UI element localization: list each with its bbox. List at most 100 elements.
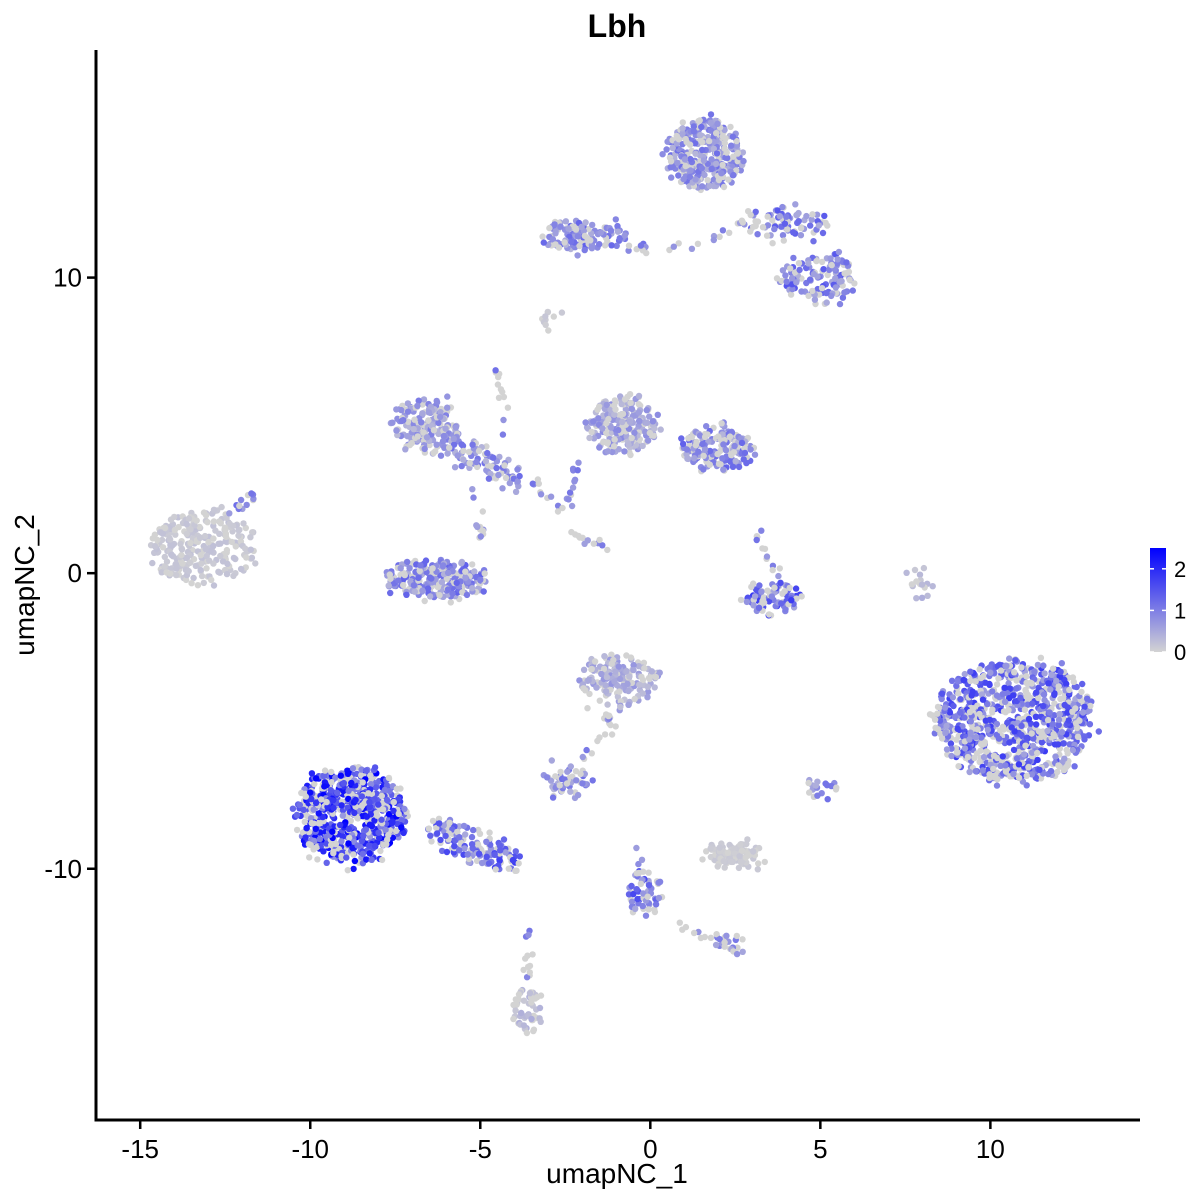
cell-point-cluster-3 (387, 589, 394, 597)
cell-point-cluster-7 (683, 446, 691, 453)
cell-point-cluster-9 (561, 239, 568, 246)
cell-point-cluster-7 (747, 446, 754, 453)
cell-point-cluster-15 (735, 864, 743, 872)
cell-point-cluster-20 (911, 566, 919, 574)
cell-point-cluster-11 (815, 222, 823, 229)
cell-point-cluster-trail-11 (529, 951, 536, 958)
cell-point-cluster-10 (826, 266, 833, 273)
cell-point-cluster-8 (687, 155, 694, 163)
cell-point-cluster-trail-10 (666, 246, 673, 254)
cell-point-cluster-trail-0 (504, 404, 512, 411)
cell-point-cluster-16 (979, 696, 987, 703)
cell-point-cluster-16 (1038, 733, 1045, 741)
cell-point-cluster-0 (169, 542, 176, 549)
cell-point-cluster-4 (419, 410, 426, 417)
cell-point-cluster-20 (920, 564, 928, 572)
cell-point-cluster-16 (1055, 683, 1062, 690)
cell-point-cluster-1 (385, 811, 393, 818)
cell-point-cluster-0 (240, 520, 247, 527)
cell-point-cluster-10 (836, 300, 844, 308)
cell-point-cluster-0 (230, 554, 238, 562)
cell-point-cluster-6 (604, 440, 611, 447)
cell-point-cluster-0 (230, 572, 237, 580)
cell-point-cluster-6 (621, 448, 628, 455)
cell-point-cluster-1 (372, 784, 380, 791)
cell-point-cluster-12 (616, 675, 624, 683)
cell-point-cluster-1 (338, 852, 345, 860)
cell-point-cluster-16 (968, 692, 975, 699)
cell-point-cluster-8 (721, 139, 728, 147)
cell-point-cluster-11 (821, 212, 828, 220)
cell-point-cluster-16 (1041, 696, 1048, 704)
cell-point-cluster-9 (601, 242, 609, 249)
cell-point-cluster-6 (590, 435, 598, 442)
cell-point-cluster-16 (1081, 703, 1088, 710)
cell-point-cluster-6 (586, 434, 593, 442)
cell-point-cluster-12 (641, 665, 648, 672)
cell-point-cluster-trail-1 (529, 480, 536, 487)
cell-point-cluster-7 (726, 433, 734, 440)
cell-point-cluster-trail-12 (948, 752, 955, 760)
cell-point-cluster-1 (333, 789, 341, 796)
cell-point-cluster-0 (183, 520, 190, 528)
cell-point-cluster-12 (656, 669, 663, 676)
cell-point-cluster-12 (627, 654, 635, 661)
cell-point-cluster-1 (293, 811, 301, 819)
cell-point-cluster-2 (491, 851, 498, 858)
cell-point-cluster-16 (1045, 680, 1052, 687)
cell-point-cluster-10 (795, 260, 803, 267)
cell-point-cluster-16 (1049, 721, 1056, 728)
cell-point-cluster-16 (1061, 755, 1068, 762)
cell-point-cluster-21 (545, 327, 552, 334)
cell-point-cluster-trail-1 (547, 493, 555, 500)
cell-point-cluster-7 (720, 466, 727, 473)
cell-point-cluster-11 (763, 232, 771, 239)
cell-point-cluster-16 (1046, 709, 1053, 716)
cell-point-cluster-20 (918, 594, 926, 601)
cell-point-cluster-9 (582, 219, 589, 226)
cell-point-cluster-1 (367, 781, 375, 788)
cell-point-cluster-1 (328, 779, 335, 786)
cell-point-cluster-7 (741, 449, 749, 457)
cell-point-cluster-13 (579, 780, 586, 787)
cell-point-cluster-5 (442, 425, 449, 432)
cell-point-cluster-8 (728, 142, 735, 149)
cell-point-cluster-16 (946, 709, 954, 716)
cell-point-cluster-9 (557, 223, 564, 230)
cell-point-cluster-2 (446, 819, 453, 826)
cell-point-cluster-16 (983, 748, 990, 755)
cell-point-cluster-0 (248, 554, 256, 561)
cell-point-cluster-4 (423, 434, 431, 441)
cell-point-cluster-trail-10 (637, 242, 645, 249)
cell-point-cluster-12 (644, 683, 652, 691)
cell-point-cluster-4 (420, 429, 427, 436)
cell-point-cluster-3 (424, 585, 432, 592)
cell-point-cluster-4 (444, 404, 451, 411)
cell-point-cluster-16 (1023, 734, 1030, 741)
cell-point-cluster-trail-1 (554, 508, 562, 515)
cell-point-cluster-8 (722, 135, 729, 142)
cell-point-cluster-14 (798, 593, 805, 600)
cell-point-cluster-trail-3 (243, 501, 250, 509)
cell-point-cluster-7 (688, 433, 696, 441)
cell-point-cluster-5 (488, 463, 495, 470)
cell-point-cluster-8 (663, 146, 670, 153)
cell-point-cluster-2 (486, 829, 493, 836)
cell-point-cluster-17 (532, 995, 539, 1002)
cell-point-cluster-2 (429, 817, 437, 825)
cell-point-cluster-0 (235, 532, 242, 539)
cell-point-cluster-16 (999, 753, 1006, 760)
cell-point-cluster-7 (719, 455, 726, 462)
cell-point-cluster-13 (589, 777, 596, 784)
cell-point-cluster-3 (410, 582, 418, 589)
cell-point-cluster-0 (198, 560, 205, 567)
cell-point-cluster-16 (1022, 686, 1029, 694)
cell-point-cluster-trail-0 (499, 431, 507, 438)
cell-point-cluster-16 (1054, 741, 1062, 748)
cell-point-cluster-11 (754, 231, 761, 238)
cell-point-cluster-1 (308, 770, 316, 777)
cell-point-cluster-trail-13 (607, 721, 614, 729)
cell-point-cluster-1 (308, 795, 315, 803)
cell-point-cluster-8 (730, 171, 737, 179)
cell-point-cluster-6 (639, 442, 646, 450)
